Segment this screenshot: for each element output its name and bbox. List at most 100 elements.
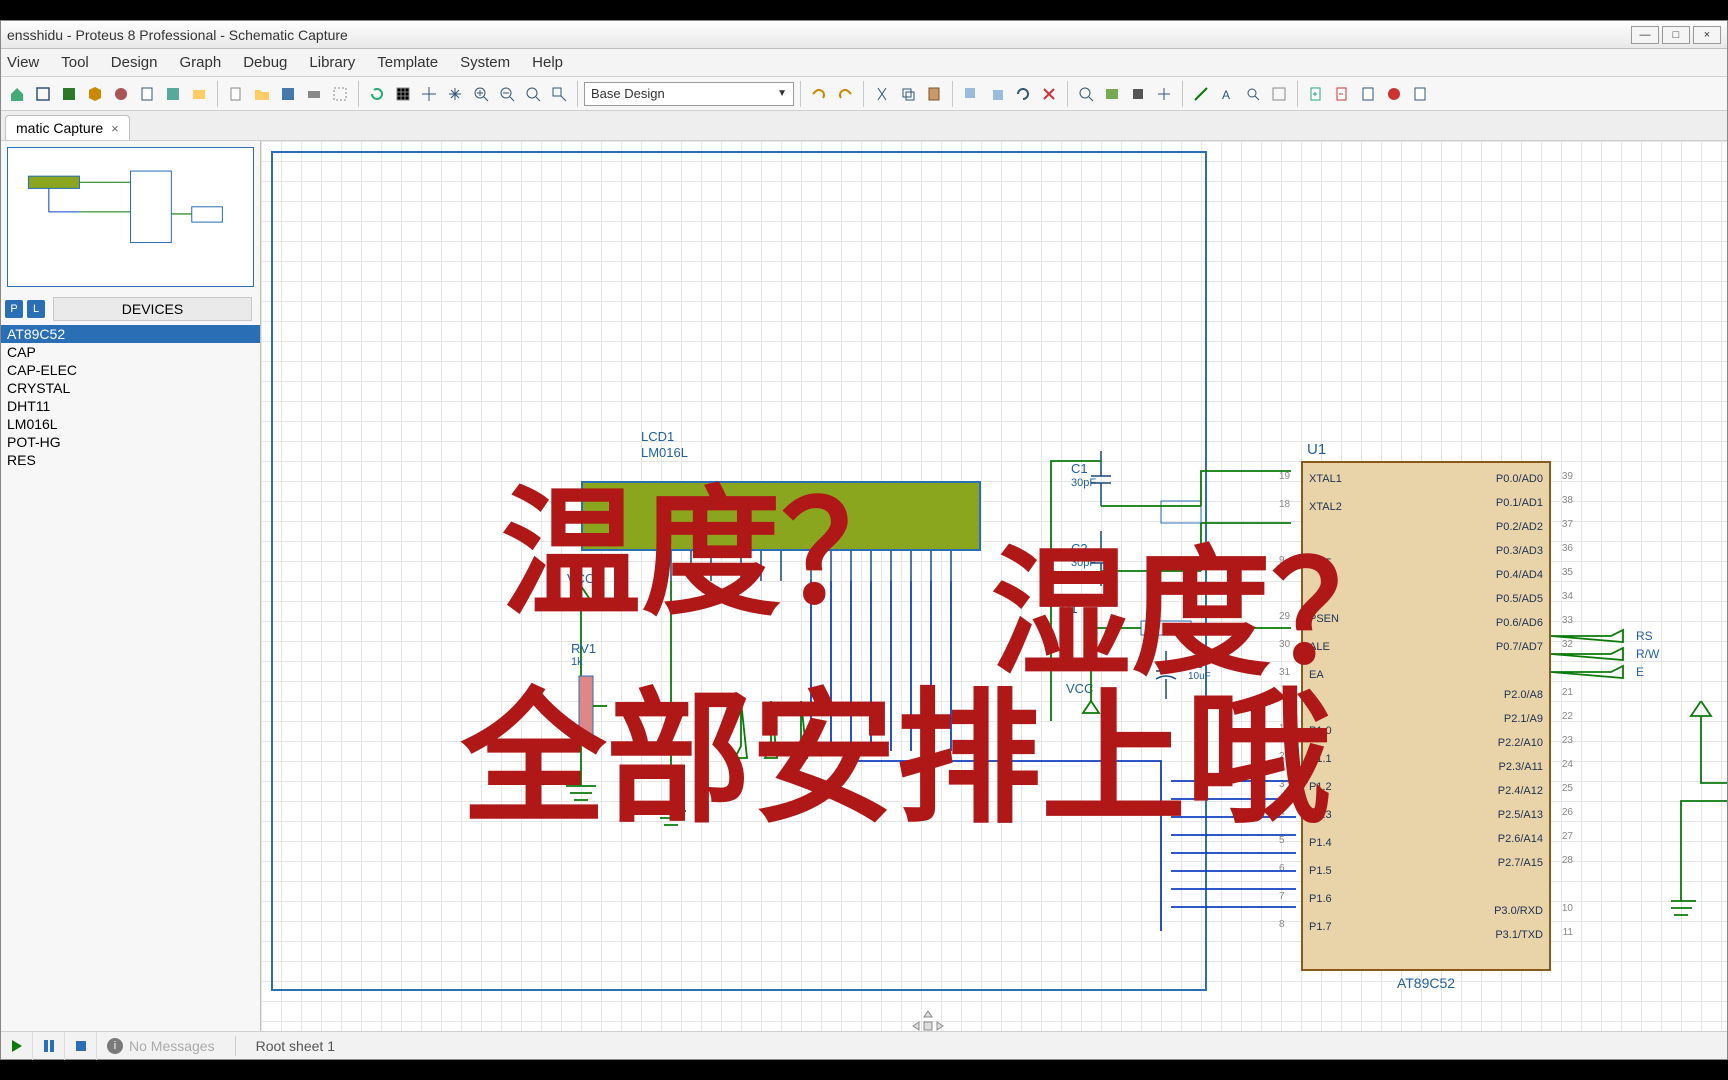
wire-icon[interactable] <box>1189 82 1213 106</box>
zoomin-icon[interactable] <box>469 82 493 106</box>
block-move-icon[interactable] <box>985 82 1009 106</box>
device-list[interactable]: AT89C52 CAP CAP-ELEC CRYSTAL DHT11 LM016… <box>1 325 260 1031</box>
netlist-icon[interactable] <box>1408 82 1432 106</box>
pick-icon[interactable] <box>1074 82 1098 106</box>
bom-icon[interactable] <box>135 82 159 106</box>
menu-view[interactable]: View <box>7 54 39 71</box>
pin-label: P0.1/AD1 <box>1496 497 1543 509</box>
device-item[interactable]: DHT11 <box>1 397 260 415</box>
device-item[interactable]: AT89C52 <box>1 325 260 343</box>
zoomout-icon[interactable] <box>495 82 519 106</box>
schematic-icon[interactable] <box>31 82 55 106</box>
device-item[interactable]: RES <box>1 451 260 469</box>
area-icon[interactable] <box>328 82 352 106</box>
cut-icon[interactable] <box>870 82 894 106</box>
grid-icon[interactable] <box>391 82 415 106</box>
menu-design[interactable]: Design <box>111 54 158 71</box>
menu-graph[interactable]: Graph <box>179 54 221 71</box>
menu-debug[interactable]: Debug <box>243 54 287 71</box>
decompose-icon[interactable] <box>1152 82 1176 106</box>
new-icon[interactable] <box>224 82 248 106</box>
chevron-down-icon: ▼ <box>777 88 787 99</box>
delete-sheet-icon[interactable] <box>1330 82 1354 106</box>
maximize-button[interactable]: □ <box>1662 26 1690 44</box>
home-icon[interactable] <box>5 82 29 106</box>
pin-label: P0.7/AD7 <box>1496 641 1543 653</box>
pcb-icon[interactable] <box>57 82 81 106</box>
new-sheet-icon[interactable] <box>1304 82 1328 106</box>
copy-icon[interactable] <box>896 82 920 106</box>
block-rotate-icon[interactable] <box>1011 82 1035 106</box>
save-icon[interactable] <box>276 82 300 106</box>
block-delete-icon[interactable] <box>1037 82 1061 106</box>
pin-number: 38 <box>1562 495 1573 506</box>
p-badge[interactable]: P <box>5 300 23 318</box>
print-icon[interactable] <box>302 82 326 106</box>
pin-label: P1.1 <box>1309 753 1332 765</box>
device-item[interactable]: CAP <box>1 343 260 361</box>
pin-label: P3.0/RXD <box>1494 905 1543 917</box>
minimize-button[interactable]: — <box>1631 26 1659 44</box>
package-icon[interactable] <box>1126 82 1150 106</box>
gerber-icon[interactable] <box>109 82 133 106</box>
device-item[interactable]: LM016L <box>1 415 260 433</box>
property-icon[interactable] <box>1267 82 1291 106</box>
overview-panel[interactable] <box>7 147 254 287</box>
pause-button[interactable] <box>33 1032 65 1060</box>
menu-template[interactable]: Template <box>377 54 438 71</box>
tabstrip: matic Capture × <box>1 111 1727 141</box>
paste-icon[interactable] <box>922 82 946 106</box>
menu-system[interactable]: System <box>460 54 510 71</box>
pin-label: P0.2/AD2 <box>1496 521 1543 533</box>
bom-export-icon[interactable] <box>1356 82 1380 106</box>
text-icon[interactable]: A <box>1215 82 1239 106</box>
canvas[interactable]: LCD1 LM016L VCC RV1 1k <box>261 141 1727 1031</box>
play-button[interactable] <box>1 1032 33 1060</box>
device-item[interactable]: CAP-ELEC <box>1 361 260 379</box>
redo-icon[interactable] <box>833 82 857 106</box>
menu-library[interactable]: Library <box>309 54 355 71</box>
zoomarea-icon[interactable] <box>547 82 571 106</box>
3d-icon[interactable] <box>83 82 107 106</box>
stop-button[interactable] <box>65 1032 97 1060</box>
toolbar: Base Design ▼ A <box>1 77 1727 111</box>
pan-icon[interactable] <box>443 82 467 106</box>
erc-icon[interactable] <box>1382 82 1406 106</box>
pin-label: P2.6/A14 <box>1498 833 1543 845</box>
pin-label: P2.5/A13 <box>1498 809 1543 821</box>
devices-header: DEVICES <box>53 297 252 321</box>
redraw-icon[interactable] <box>365 82 389 106</box>
tab-close-icon[interactable]: × <box>111 121 119 136</box>
menu-tool[interactable]: Tool <box>61 54 89 71</box>
letterbox-top <box>0 0 1728 20</box>
design-combo[interactable]: Base Design ▼ <box>584 82 794 106</box>
origin-icon[interactable] <box>417 82 441 106</box>
data-bus <box>801 581 1301 981</box>
code-icon[interactable] <box>161 82 185 106</box>
pin-label: P1.3 <box>1309 809 1332 821</box>
block-copy-icon[interactable] <box>959 82 983 106</box>
close-button[interactable]: × <box>1693 26 1721 44</box>
sheet-label: Root sheet 1 <box>256 1038 335 1054</box>
open-icon[interactable] <box>250 82 274 106</box>
pot-component[interactable] <box>571 671 611 751</box>
device-item[interactable]: POT-HG <box>1 433 260 451</box>
zoomall-icon[interactable] <box>521 82 545 106</box>
pin-label: P2.7/A15 <box>1498 857 1543 869</box>
pin-label: P2.2/A10 <box>1498 737 1543 749</box>
letterbox-bottom <box>0 1060 1728 1080</box>
lcd-component[interactable] <box>581 481 981 551</box>
pin-number: 11 <box>1563 927 1573 938</box>
tab-schematic[interactable]: matic Capture × <box>5 115 130 140</box>
pin-number: 35 <box>1562 567 1573 578</box>
search-icon[interactable] <box>1241 82 1265 106</box>
l-badge[interactable]: L <box>27 300 45 318</box>
u1-component[interactable]: U1 AT89C52 19XTAL118XTAL29RST29PSEN30ALE… <box>1301 461 1551 971</box>
pl-row: P L DEVICES <box>1 293 260 325</box>
device-item[interactable]: CRYSTAL <box>1 379 260 397</box>
menu-help[interactable]: Help <box>532 54 563 71</box>
library-icon[interactable] <box>1100 82 1124 106</box>
explorer-icon[interactable] <box>187 82 211 106</box>
lcd-ref: LCD1 <box>641 429 674 444</box>
undo-icon[interactable] <box>807 82 831 106</box>
